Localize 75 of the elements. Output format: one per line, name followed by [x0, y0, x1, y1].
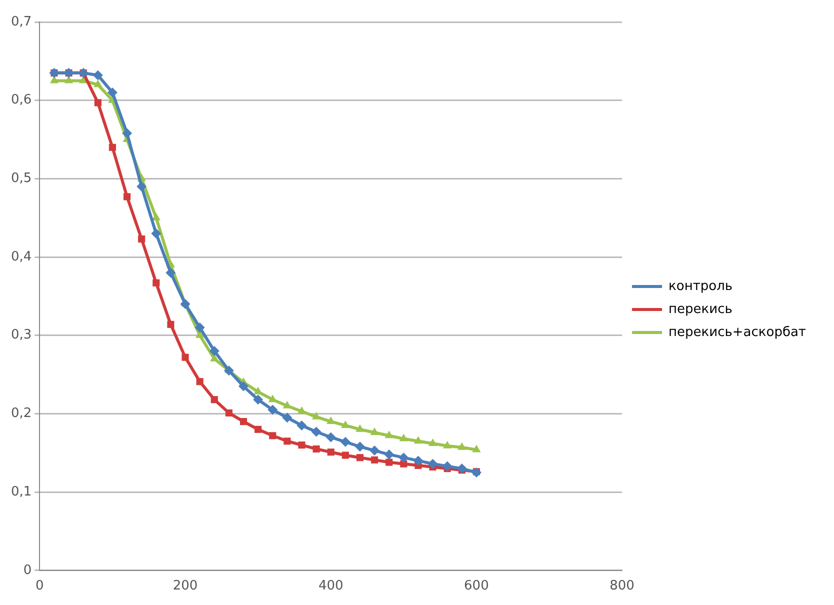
- y-tick-label: 0,2: [10, 406, 32, 422]
- y-tick-label: 0,5: [10, 171, 32, 186]
- point: [180, 299, 190, 310]
- point: [442, 440, 452, 448]
- point: [122, 128, 132, 138]
- point: [107, 88, 118, 98]
- point: [398, 452, 409, 463]
- point: [384, 430, 394, 438]
- point: [428, 458, 438, 469]
- x-tick-label: 800: [610, 578, 634, 594]
- y-tick-label: 0,6: [10, 92, 32, 108]
- point: [327, 448, 334, 456]
- point: [94, 80, 102, 88]
- point: [238, 381, 248, 392]
- point: [166, 268, 176, 278]
- point: [414, 436, 423, 444]
- point: [282, 412, 292, 423]
- x-tick-label: 400: [318, 578, 344, 594]
- y-tick-label: 0,1: [10, 484, 32, 500]
- point: [458, 442, 466, 450]
- point: [384, 449, 394, 460]
- legend-label: контроль: [668, 278, 733, 294]
- y-tick-label: 0,3: [10, 328, 32, 343]
- point: [356, 454, 364, 462]
- y-tick-label: 0,4: [10, 249, 32, 264]
- point: [311, 426, 322, 437]
- point: [268, 404, 278, 415]
- point: [370, 428, 379, 436]
- point: [386, 458, 393, 466]
- point: [194, 322, 205, 333]
- point: [254, 426, 262, 433]
- point: [108, 144, 116, 151]
- point: [399, 434, 408, 442]
- point: [341, 420, 350, 428]
- point: [326, 432, 336, 442]
- point: [94, 99, 102, 106]
- point: [182, 354, 189, 361]
- y-tick-label: 0,7: [10, 14, 32, 30]
- point: [442, 461, 452, 472]
- point: [370, 446, 380, 456]
- x-tick-label: 600: [464, 578, 489, 594]
- point: [428, 438, 438, 446]
- point: [253, 394, 264, 405]
- point: [138, 235, 146, 243]
- point: [151, 228, 162, 239]
- legend-label: перекись+аскорбат: [668, 324, 806, 340]
- point: [413, 456, 424, 466]
- point: [269, 432, 276, 440]
- point: [210, 396, 218, 404]
- point: [167, 320, 174, 328]
- point: [209, 346, 220, 356]
- point: [296, 420, 307, 430]
- point: [92, 70, 103, 80]
- point: [342, 452, 349, 459]
- point: [370, 456, 378, 464]
- point: [472, 444, 481, 452]
- point: [400, 460, 408, 468]
- x-tick-label: 200: [172, 578, 198, 594]
- point: [224, 366, 234, 376]
- point: [240, 418, 248, 426]
- point: [356, 424, 364, 432]
- point: [152, 279, 160, 286]
- x-tick-label: 0: [36, 578, 44, 594]
- point: [354, 442, 365, 452]
- legend-label: перекись: [668, 302, 732, 317]
- point: [123, 193, 131, 200]
- point: [196, 378, 204, 386]
- y-tick-label: 0: [23, 562, 32, 578]
- point: [340, 436, 350, 447]
- point: [136, 182, 147, 192]
- point: [298, 442, 306, 449]
- point: [312, 445, 320, 453]
- point: [456, 464, 467, 474]
- point: [284, 438, 291, 445]
- point: [225, 409, 232, 416]
